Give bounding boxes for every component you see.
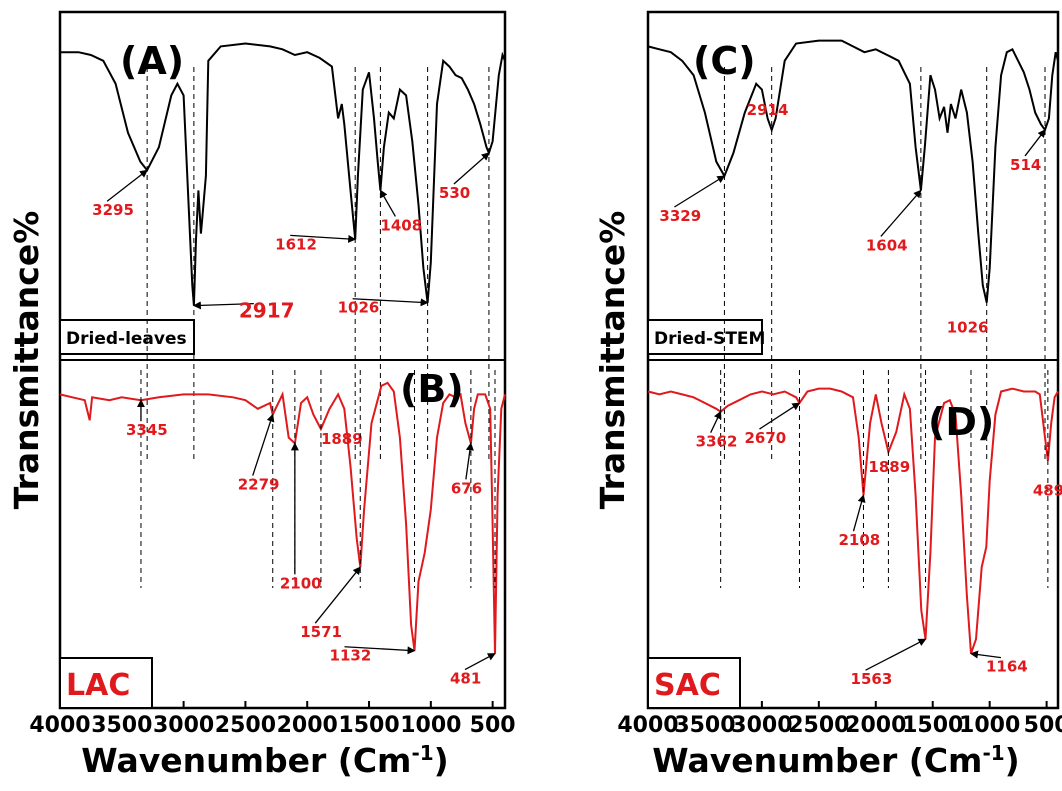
- peak-arrow: [352, 298, 429, 307]
- series-label: Dried-STEM: [654, 329, 765, 349]
- series-label: LAC: [66, 668, 130, 703]
- chart-panel-left: 4000 3500 3000 2500 2000 1500 1000 500 Wavenumbe…: [7, 10, 516, 780]
- series-label-box: [647, 657, 741, 709]
- x-tick-label: 1000: [400, 713, 461, 738]
- x-tick-label: 2000: [845, 713, 906, 738]
- x-tick-label: 2500: [215, 713, 276, 738]
- peak-label: 489: [1033, 482, 1062, 500]
- peak-label: 1164: [986, 658, 1028, 676]
- peak-arrow: [464, 653, 496, 671]
- peak-label: 3329: [659, 207, 701, 225]
- peak-label: 3295: [92, 201, 134, 219]
- x-tick-label: 2000: [277, 713, 338, 738]
- peak-arrow: [865, 638, 927, 671]
- peak-arrow: [852, 494, 866, 532]
- peak-label: 2914: [747, 101, 789, 119]
- x-axis-title-superscript: -1: [411, 741, 433, 765]
- peak-label: 1571: [300, 623, 342, 641]
- spectrum-line-Dried-leaves: [60, 42, 506, 306]
- peak-label: 2670: [744, 429, 786, 447]
- peak-arrow: [759, 402, 801, 430]
- panel-label: (A): [120, 39, 184, 83]
- peak-arrow: [880, 189, 922, 237]
- peak-label: 2108: [838, 531, 880, 549]
- panel-label: (C): [693, 39, 756, 83]
- x-tick-label: 3500: [91, 713, 152, 738]
- spectrum-line-Dried-STEM: [647, 39, 1059, 303]
- x-tick-label: 1000: [959, 713, 1020, 738]
- series-label-box: [59, 319, 195, 355]
- x-tick-label: 2500: [788, 713, 849, 738]
- peak-label: 3345: [126, 421, 168, 439]
- y-axis-title: Transmittance%: [7, 211, 46, 510]
- x-tick-label: 1500: [338, 713, 399, 738]
- x-axis-title: Wavenumber (Cm-1): [652, 741, 1020, 780]
- spectrum-line-SAC: [647, 387, 1059, 654]
- x-tick-label: 500: [1024, 713, 1062, 738]
- x-tick-label: 4000: [29, 713, 90, 738]
- x-axis-title-superscript: -1: [982, 741, 1004, 765]
- peak-label: 514: [1010, 156, 1041, 174]
- peak-arrow: [710, 410, 722, 433]
- peak-label: 676: [451, 479, 482, 497]
- peak-arrow: [674, 175, 726, 208]
- peak-arrow: [290, 234, 357, 243]
- x-tick-label: 1500: [902, 713, 963, 738]
- peak-label: 1612: [275, 235, 317, 253]
- peak-label: 3362: [696, 433, 738, 451]
- series-label-box: [59, 657, 153, 709]
- peak-label: 1604: [866, 236, 908, 254]
- peak-label: 1563: [851, 670, 893, 688]
- x-axis-title: Wavenumber (Cm-1): [81, 741, 449, 780]
- peak-label: 530: [439, 184, 470, 202]
- peak-arrow: [465, 442, 474, 480]
- x-tick-label: 4000: [617, 713, 678, 738]
- peak-label: 1408: [380, 216, 422, 234]
- peak-label: 1026: [947, 319, 989, 337]
- peak-label: 1889: [868, 458, 910, 476]
- x-axis-title-close: ): [1005, 741, 1020, 780]
- x-tick-label: 3000: [153, 713, 214, 738]
- x-axis-title-close: ): [434, 741, 449, 780]
- peak-label: 481: [450, 670, 481, 688]
- peak-label: 1026: [338, 299, 380, 317]
- peak-arrow: [192, 301, 254, 310]
- peak-arrow: [969, 650, 1002, 659]
- peak-arrow: [252, 413, 275, 476]
- peak-arrow: [1024, 129, 1046, 157]
- panel-label: (D): [928, 400, 994, 444]
- peak-label: 2279: [238, 476, 280, 494]
- peak-arrow: [379, 189, 396, 217]
- peak-label: 1889: [321, 430, 363, 448]
- peak-arrow: [344, 646, 416, 655]
- peak-arrow: [314, 566, 361, 624]
- series-label-box: [647, 319, 763, 355]
- x-tick-label: 3000: [731, 713, 792, 738]
- peak-label: 2100: [280, 574, 322, 592]
- series-label: Dried-leaves: [66, 329, 187, 349]
- peak-arrow: [106, 169, 148, 202]
- panel-label: (B): [400, 367, 464, 411]
- x-tick-label: 3500: [674, 713, 735, 738]
- series-label: SAC: [654, 668, 721, 703]
- x-tick-label: 500: [470, 713, 516, 738]
- peak-label: 1132: [330, 647, 372, 665]
- y-axis-title: Transmittance%: [593, 211, 632, 510]
- peak-arrow: [453, 152, 490, 185]
- peak-label: 2917: [239, 299, 295, 323]
